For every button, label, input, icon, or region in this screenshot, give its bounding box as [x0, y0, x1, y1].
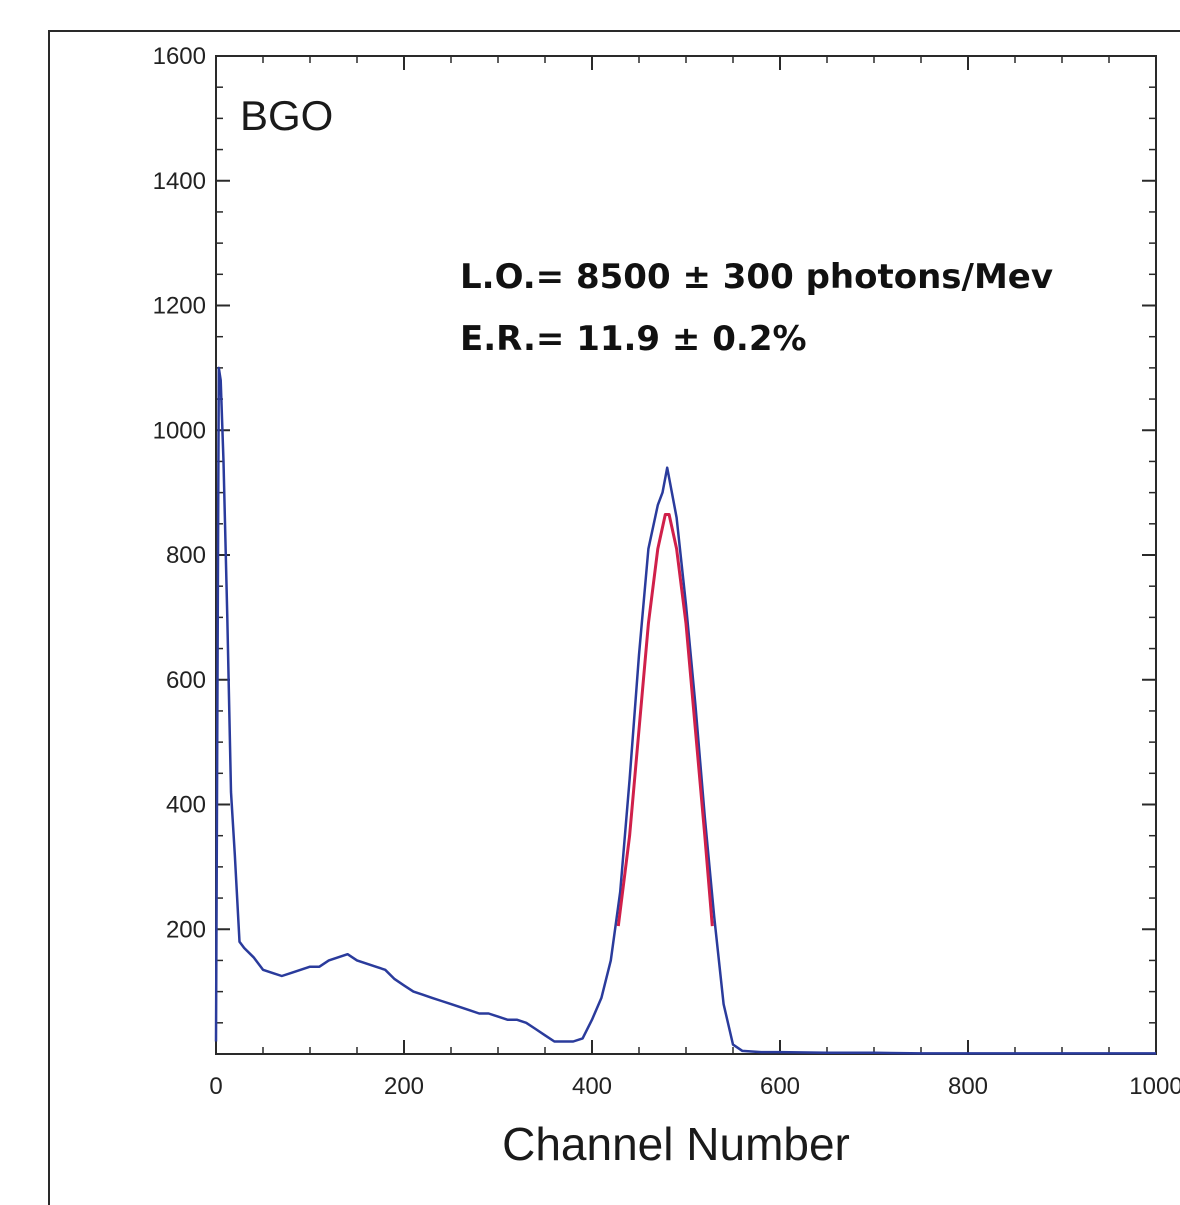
y-tick-label: 1000	[153, 417, 206, 444]
y-tick-label: 1600	[153, 43, 206, 70]
x-tick-label: 0	[209, 1073, 222, 1100]
light-output-annotation: L.O.= 8500 ± 300 photons/Mev	[460, 257, 1053, 297]
x-tick-label: 800	[948, 1073, 988, 1100]
spectrum-line	[214, 366, 1156, 1055]
plot-frame	[48, 30, 1180, 1205]
y-tick-label: 600	[166, 667, 206, 694]
energy-resolution-annotation: E.R.= 11.9 ± 0.2%	[460, 319, 807, 359]
y-tick-labels: 200 400 600 800 1000 1200 1400 1600	[153, 43, 206, 943]
x-tick-label: 1000	[1129, 1073, 1180, 1100]
x-tick-label: 600	[760, 1073, 800, 1100]
inset-label: BGO	[240, 92, 333, 139]
y-tick-label: 1400	[153, 168, 206, 195]
y-tick-label: 1200	[153, 293, 206, 320]
plot-area	[215, 55, 1157, 1055]
x-axis-title: Channel Number	[502, 1118, 850, 1170]
y-tick-label: 800	[166, 542, 206, 569]
y-tick-label: 200	[166, 916, 206, 943]
x-tick-label: 400	[572, 1073, 612, 1100]
series-layer	[214, 366, 1156, 1055]
y-tick-label: 400	[166, 792, 206, 819]
x-tick-label: 200	[384, 1073, 424, 1100]
x-tick-labels: 0 200 400 600 800 1000	[209, 1073, 1180, 1100]
axis-ticks	[215, 55, 1157, 1054]
gaussian-fit-line	[616, 513, 714, 927]
